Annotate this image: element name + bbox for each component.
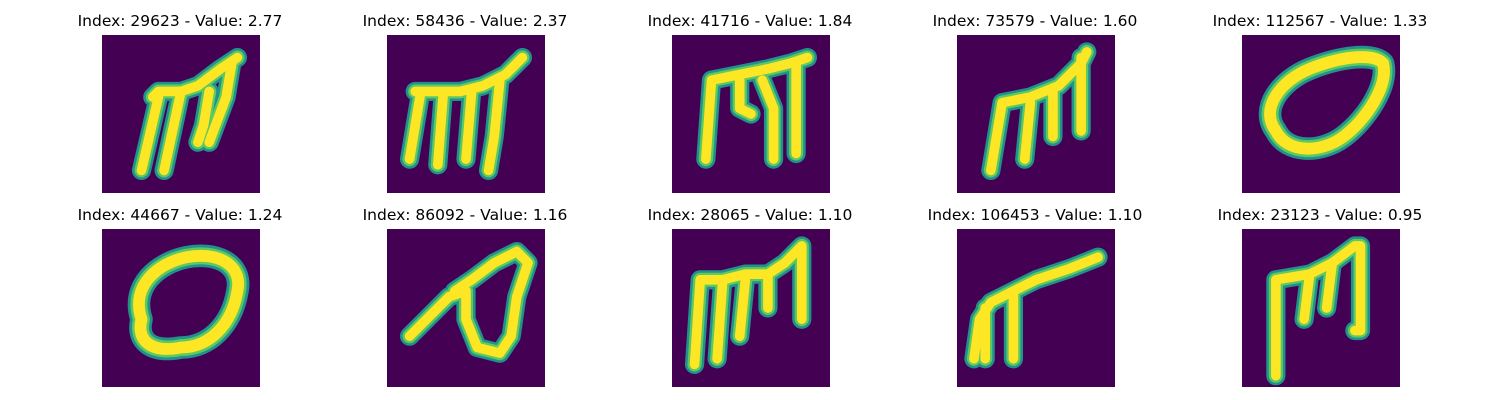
handwritten-glyph-image [1242,35,1400,193]
panel-5: Index: 112567 - Value: 1.33 [1190,10,1450,200]
handwritten-glyph-image [102,35,260,193]
panel-title: Index: 106453 - Value: 1.10 [927,206,1143,224]
panel-6: Index: 44667 - Value: 1.24 [50,204,310,394]
handwritten-glyph-image [957,229,1115,387]
handwritten-glyph-image [672,229,830,387]
panel-2: Index: 58436 - Value: 2.37 [335,10,595,200]
panel-title: Index: 23123 - Value: 0.95 [1217,206,1423,224]
handwritten-glyph-image [102,229,260,387]
panel-title: Index: 112567 - Value: 1.33 [1212,12,1428,30]
panel-8: Index: 28065 - Value: 1.10 [620,204,880,394]
handwritten-glyph-image [957,35,1115,193]
handwritten-glyph-image [672,35,830,193]
handwritten-glyph-image [387,35,545,193]
panel-title: Index: 29623 - Value: 2.77 [77,12,283,30]
panel-4: Index: 73579 - Value: 1.60 [905,10,1165,200]
panel-10: Index: 23123 - Value: 0.95 [1190,204,1450,394]
panel-title: Index: 73579 - Value: 1.60 [932,12,1138,30]
panel-title: Index: 28065 - Value: 1.10 [647,206,853,224]
panel-title: Index: 41716 - Value: 1.84 [647,12,853,30]
panel-7: Index: 86092 - Value: 1.16 [335,204,595,394]
panel-1: Index: 29623 - Value: 2.77 [50,10,310,200]
panel-9: Index: 106453 - Value: 1.10 [905,204,1165,394]
handwritten-glyph-image [1242,229,1400,387]
handwritten-glyph-image [387,229,545,387]
panel-3: Index: 41716 - Value: 1.84 [620,10,880,200]
panel-title: Index: 44667 - Value: 1.24 [77,206,283,224]
panel-title: Index: 58436 - Value: 2.37 [362,12,568,30]
panel-title: Index: 86092 - Value: 1.16 [362,206,568,224]
